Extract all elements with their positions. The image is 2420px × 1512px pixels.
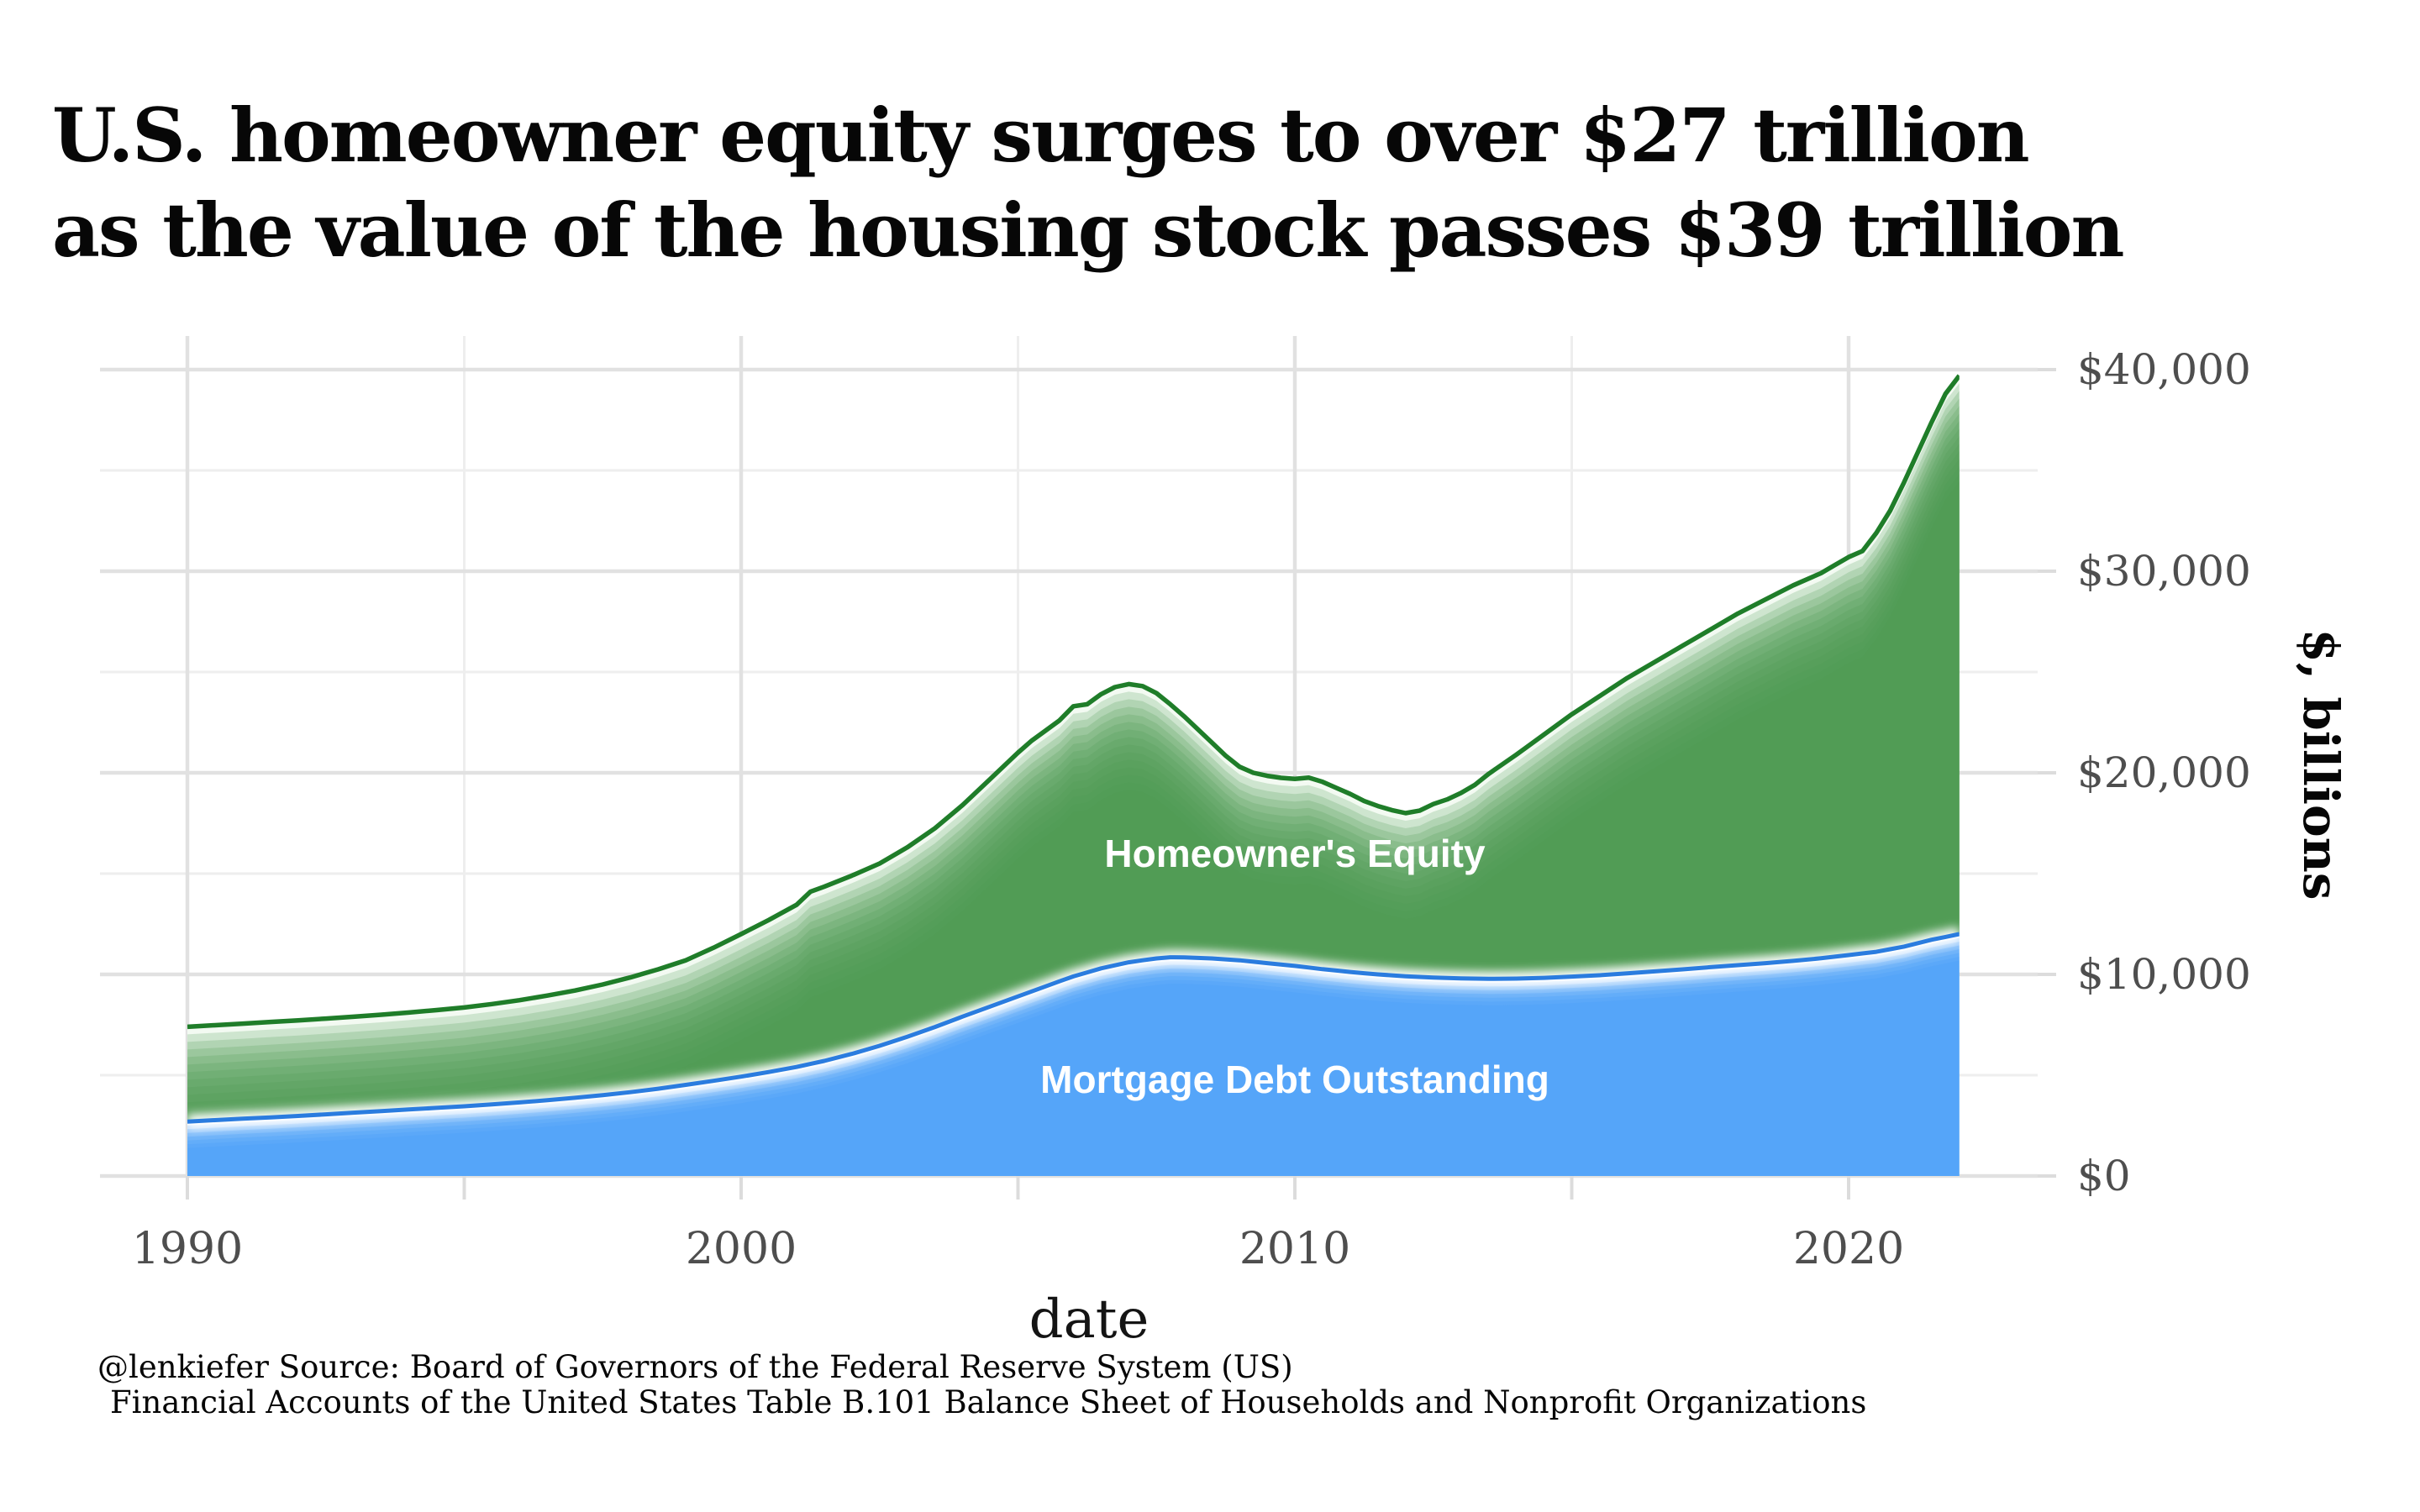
y-axis-tick-labels: $0 $10,000 $20,000 $30,000 $40,000 (2077, 345, 2251, 1200)
mortgage-fade-layer (187, 942, 1960, 1176)
series-inline-labels: Homeowner's Equity Mortgage Debt Outstand… (1040, 832, 1549, 1101)
caption-source-line1: @lenkiefer Source: Board of Governors of… (97, 1349, 1293, 1385)
series-label-equity: Homeowner's Equity (1104, 832, 1486, 875)
y-axis-title: $, billions (2292, 629, 2349, 900)
axis-tick-marks (186, 368, 2056, 1200)
y-tick-label: $30,000 (2077, 547, 2251, 596)
mortgage-fade-layer (187, 953, 1960, 1176)
mortgage-fade-layer (187, 937, 1960, 1176)
x-tick-label: 2020 (1793, 1224, 1904, 1274)
chart-title-line2: as the value of the housing stock passes… (52, 186, 2123, 274)
caption-source-line2: Financial Accounts of the United States … (110, 1384, 1866, 1420)
mortgage-fade-layer (187, 960, 1960, 1176)
x-tick-label: 2000 (686, 1224, 797, 1274)
y-tick-label: $10,000 (2077, 950, 2251, 999)
y-tick-label: $20,000 (2077, 748, 2251, 797)
equity-top-line (187, 374, 1960, 1030)
series-label-mortgage: Mortgage Debt Outstanding (1040, 1058, 1549, 1101)
y-tick-label: $0 (2077, 1152, 2131, 1200)
x-tick-label: 1990 (132, 1224, 243, 1274)
x-axis-tick-labels: 1990 2000 2010 2020 (132, 1224, 1904, 1274)
x-tick-label: 2010 (1239, 1224, 1350, 1274)
chart-title-line1: U.S. homeowner equity surges to over $27… (52, 92, 2028, 179)
y-tick-label: $40,000 (2077, 345, 2251, 394)
mortgage-fade-layer (187, 957, 1960, 1176)
mortgage-fade-layer (187, 949, 1960, 1176)
series-lines (187, 374, 1960, 1129)
mortgage-fade-layer (187, 945, 1960, 1176)
x-axis-title: date (1029, 1289, 1150, 1351)
mortgage-line (187, 932, 1960, 1124)
stacked-area-series (187, 374, 1960, 1176)
